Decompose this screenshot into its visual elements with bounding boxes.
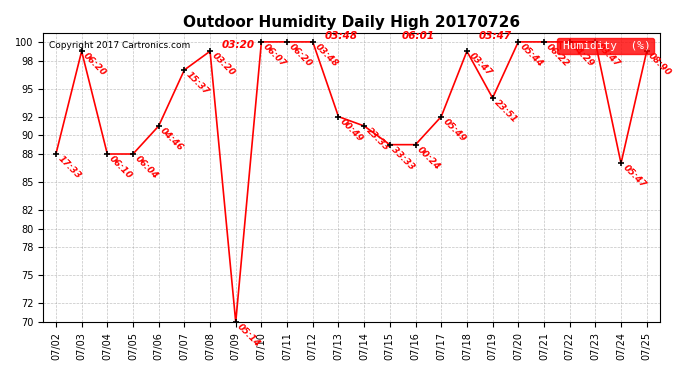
Text: 03:47: 03:47 [595, 42, 622, 69]
Text: 15:37: 15:37 [184, 70, 211, 96]
Text: 06:01: 06:01 [402, 31, 435, 41]
Text: 06:10: 06:10 [108, 154, 134, 181]
Text: 03:47: 03:47 [467, 51, 493, 78]
Text: 03:48: 03:48 [324, 31, 357, 41]
Text: 04:46: 04:46 [159, 126, 186, 153]
Text: 06:20: 06:20 [81, 51, 108, 78]
Text: 17:33: 17:33 [56, 154, 83, 181]
Text: 03:20: 03:20 [221, 40, 255, 50]
Text: 23:51: 23:51 [493, 98, 519, 124]
Legend: Humidity  (%): Humidity (%) [558, 38, 654, 54]
Text: 06:07: 06:07 [262, 42, 288, 69]
Text: 03:48: 03:48 [313, 42, 339, 69]
Title: Outdoor Humidity Daily High 20170726: Outdoor Humidity Daily High 20170726 [183, 15, 520, 30]
Text: 33:33: 33:33 [390, 145, 417, 171]
Text: 06:22: 06:22 [544, 42, 571, 69]
Text: Copyright 2017 Cartronics.com: Copyright 2017 Cartronics.com [49, 41, 190, 50]
Text: 00:24: 00:24 [415, 145, 442, 171]
Text: 06:20: 06:20 [287, 42, 314, 69]
Text: 03:20: 03:20 [210, 51, 237, 78]
Text: 05:44: 05:44 [518, 42, 545, 69]
Text: 03:47: 03:47 [479, 31, 512, 41]
Text: 05:47: 05:47 [621, 164, 648, 190]
Text: 23:33: 23:33 [364, 126, 391, 153]
Text: 00:49: 00:49 [339, 117, 365, 143]
Text: 08:90: 08:90 [647, 51, 673, 78]
Text: 05:14: 05:14 [236, 322, 262, 349]
Text: 04:29: 04:29 [570, 42, 596, 69]
Text: 05:49: 05:49 [441, 117, 468, 143]
Text: 06:04: 06:04 [133, 154, 159, 181]
